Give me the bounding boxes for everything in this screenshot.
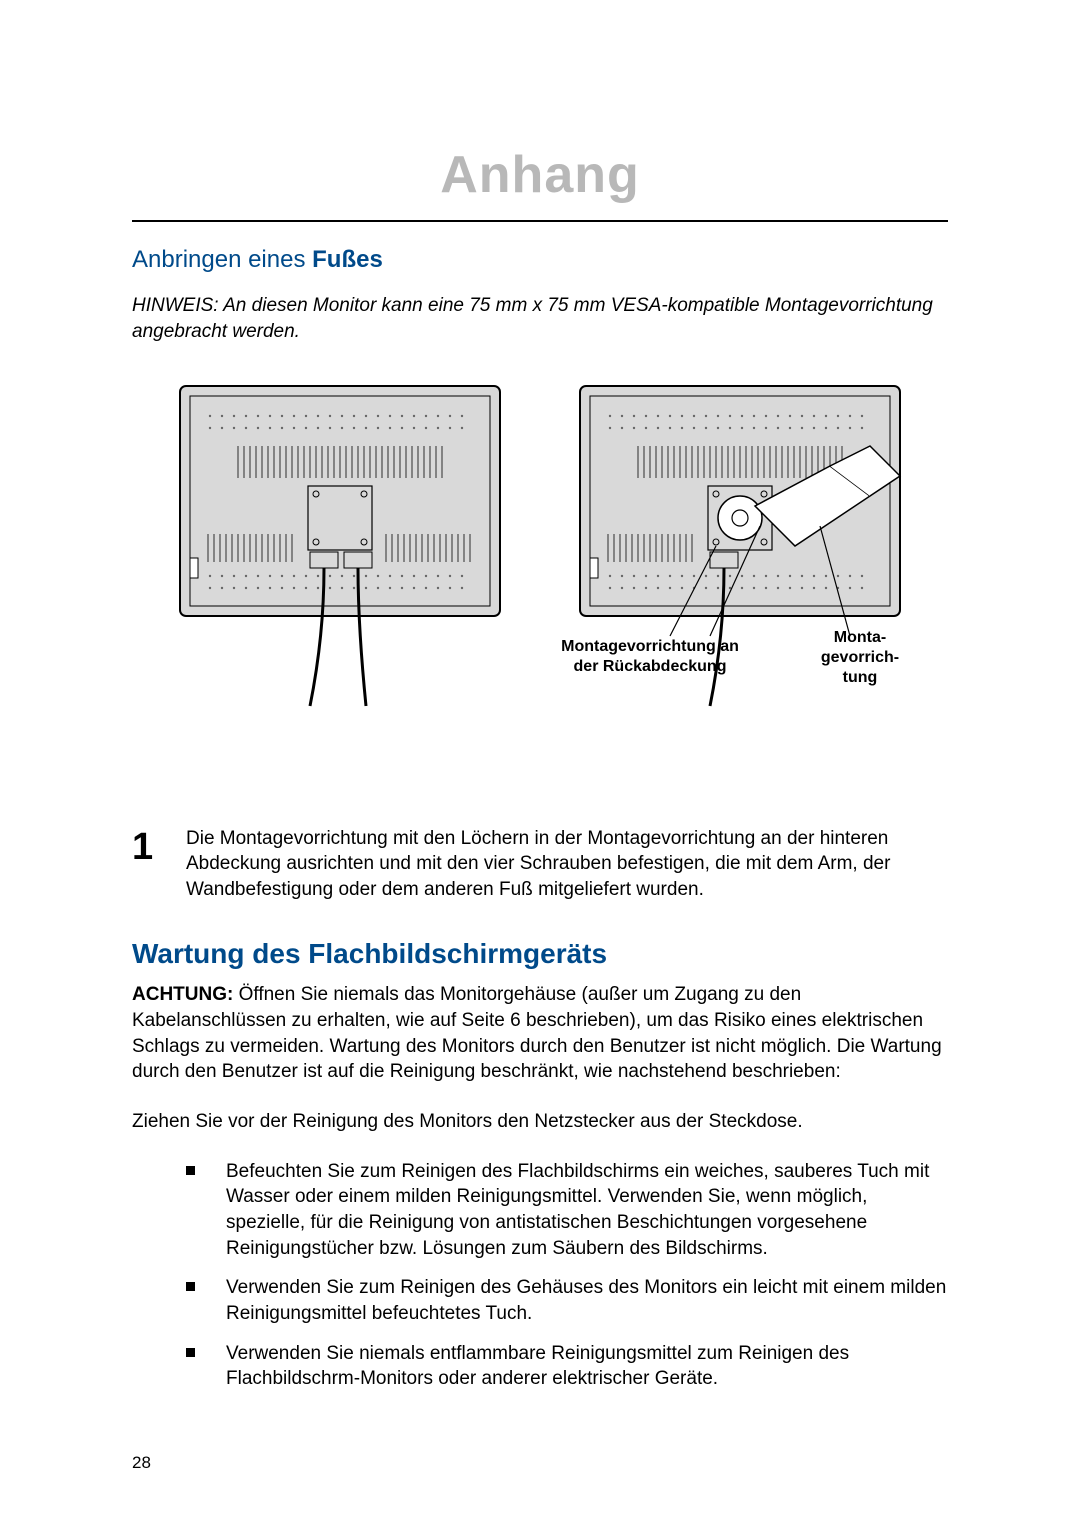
step-1-number: 1 [132,826,186,866]
step-1-text: Die Montagevorrichtung mit den Löchern i… [186,826,948,903]
pre-list-paragraph: Ziehen Sie vor der Reinigung des Monitor… [132,1109,948,1135]
list-item: Verwenden Sie niemals entflammbare Reini… [186,1341,948,1392]
mounting-diagram-svg: Montagevorrichtung ander Rückabdeckung M… [160,376,920,756]
chapter-title: Anhang [132,140,948,210]
achtung-body: Öffnen Sie niemals das Monitorgehäuse (a… [132,984,942,1082]
section-heading-anbringen: Anbringen eines Fußes [132,244,948,276]
cleaning-bullet-list: Befeuchten Sie zum Reinigen des Flachbil… [132,1159,948,1392]
heading-prefix: Anbringen eines [132,246,312,273]
monitor-left-group [180,386,500,706]
section-heading-wartung: Wartung des Flachbildschirmgeräts [132,935,948,973]
step-1-row: 1 Die Montagevorrichtung mit den Löchern… [132,826,948,903]
list-item: Verwenden Sie zum Reinigen des Gehäuses … [186,1275,948,1326]
figure-label-left: Montagevorrichtung ander Rückabdeckung [561,638,739,675]
vesa-note: HINWEIS: An diesen Monitor kann eine 75 … [132,293,948,346]
mounting-figure: Montagevorrichtung ander Rückabdeckung M… [132,376,948,756]
figure-label-right: Monta-gevorrich-tung [821,629,899,686]
list-item: Befeuchten Sie zum Reinigen des Flachbil… [186,1159,948,1262]
achtung-paragraph: ACHTUNG: Öffnen Sie niemals das Monitorg… [132,982,948,1085]
achtung-label: ACHTUNG: [132,984,233,1005]
page-number: 28 [132,1452,948,1475]
heading-bold: Fußes [312,246,383,273]
chapter-rule [132,220,948,222]
